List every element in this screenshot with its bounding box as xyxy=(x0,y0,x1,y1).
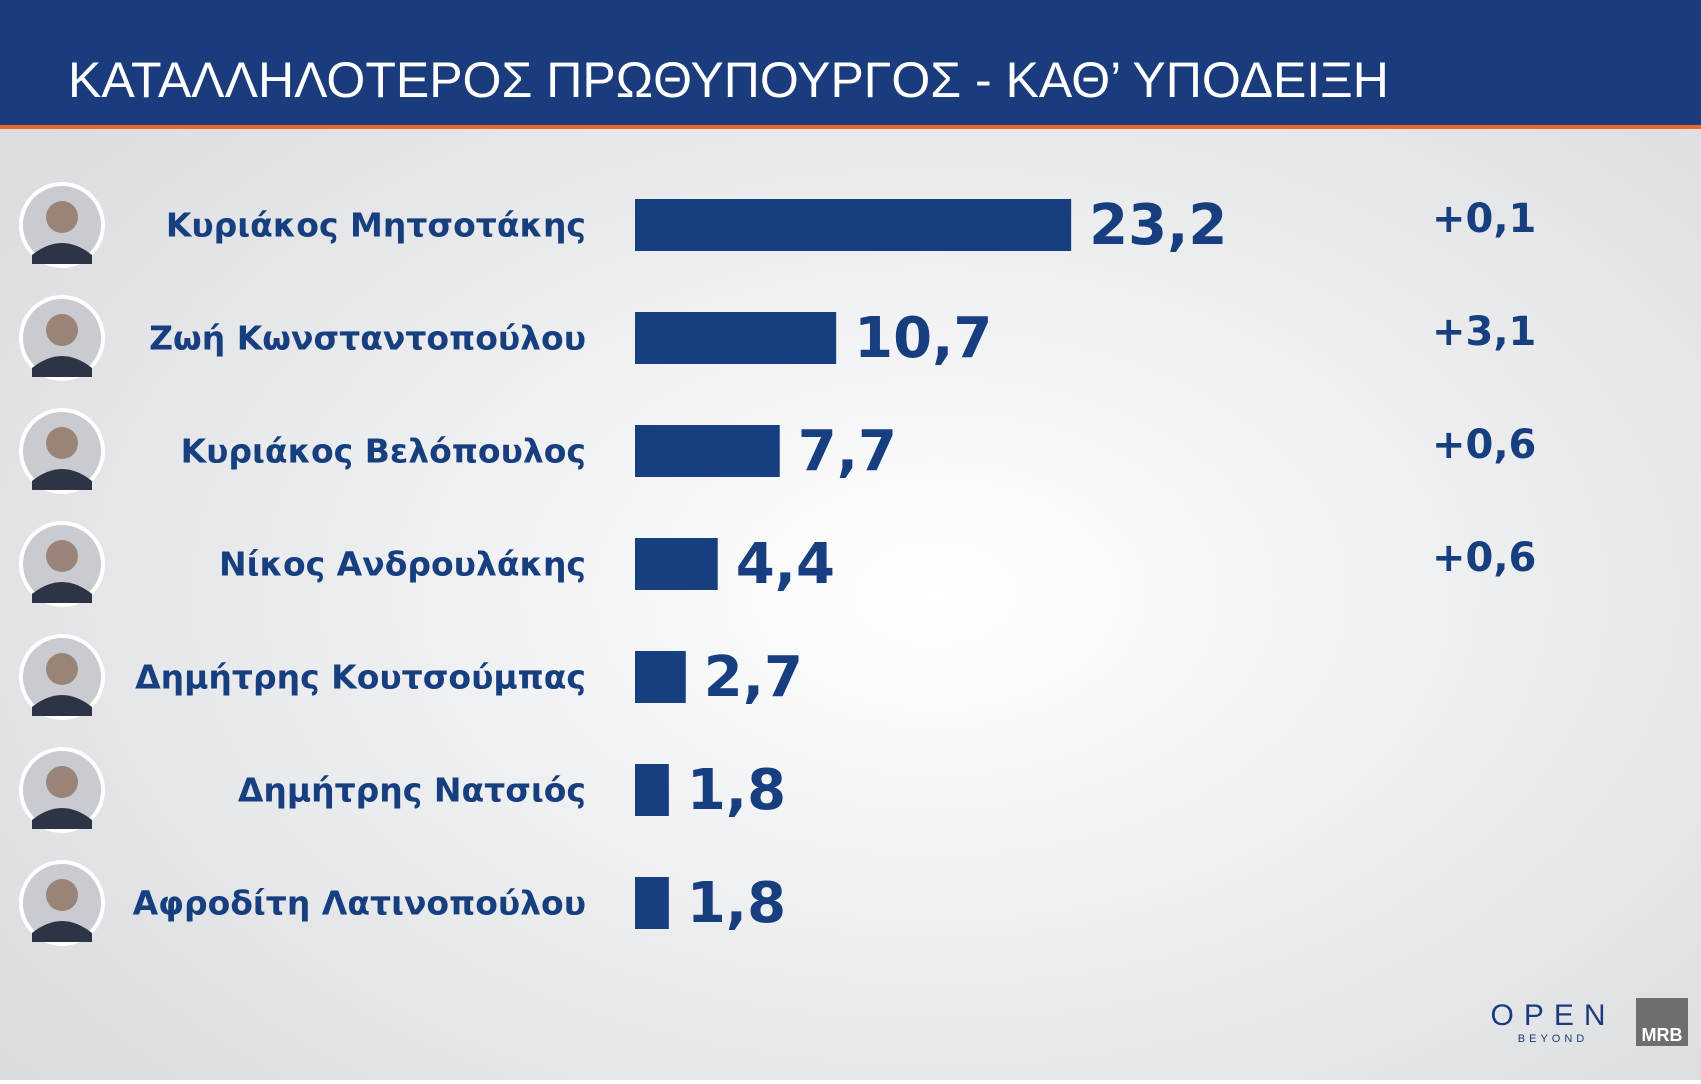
avatar-head xyxy=(46,427,78,459)
avatar-body xyxy=(32,695,92,716)
value-label: 23,2 xyxy=(1089,193,1227,258)
avatar-body xyxy=(32,582,92,603)
change-label: +0,6 xyxy=(1432,535,1536,581)
category-label: Δημήτρης Κουτσούμπας xyxy=(135,658,586,697)
channel-tagline: BEYOND xyxy=(1518,1033,1588,1045)
avatar-head xyxy=(46,540,78,572)
value-label: 1,8 xyxy=(687,758,786,823)
pollster-logo-box xyxy=(1636,998,1688,1046)
header-accent xyxy=(0,125,1701,129)
avatar-body xyxy=(32,356,92,377)
avatar-body xyxy=(32,808,92,829)
category-label: Δημήτρης Νατσιός xyxy=(238,771,586,810)
change-label: +0,1 xyxy=(1432,196,1536,242)
avatar-head xyxy=(46,653,78,685)
value-label: 10,7 xyxy=(854,306,992,371)
bar xyxy=(635,877,669,929)
avatar-head xyxy=(46,314,78,346)
channel-logo: OPEN xyxy=(1490,999,1615,1032)
value-label: 7,7 xyxy=(798,419,897,484)
value-label: 2,7 xyxy=(704,645,803,710)
bar xyxy=(635,538,718,590)
avatar-head xyxy=(46,879,78,911)
avatar-body xyxy=(32,921,92,942)
category-label: Ζωή Κωνσταντοπούλου xyxy=(149,319,586,358)
avatar-head xyxy=(46,766,78,798)
bar xyxy=(635,651,686,703)
category-label: Αφροδίτη Λατινοπούλου xyxy=(133,884,586,923)
category-label: Κυριάκος Μητσοτάκης xyxy=(166,206,586,245)
category-label: Νίκος Ανδρουλάκης xyxy=(219,545,586,584)
bar xyxy=(635,199,1072,251)
value-label: 1,8 xyxy=(687,871,786,936)
category-label: Κυριάκος Βελόπουλος xyxy=(181,432,586,471)
change-label: +3,1 xyxy=(1432,309,1536,355)
avatar-body xyxy=(32,469,92,490)
change-label: +0,6 xyxy=(1432,422,1536,468)
header xyxy=(0,0,1701,125)
avatar-head xyxy=(46,201,78,233)
bar xyxy=(635,764,669,816)
bar xyxy=(635,312,837,364)
chart-title: ΚΑΤΑΛΛΗΛΟΤΕΡΟΣ ΠΡΩΘΥΠΟΥΡΓΟΣ - ΚΑΘ’ ΥΠΟΔΕ… xyxy=(68,52,1389,108)
bar xyxy=(635,425,780,477)
value-label: 4,4 xyxy=(736,532,835,597)
avatar-body xyxy=(32,243,92,264)
pollster-logo: MRB xyxy=(1642,1025,1683,1045)
